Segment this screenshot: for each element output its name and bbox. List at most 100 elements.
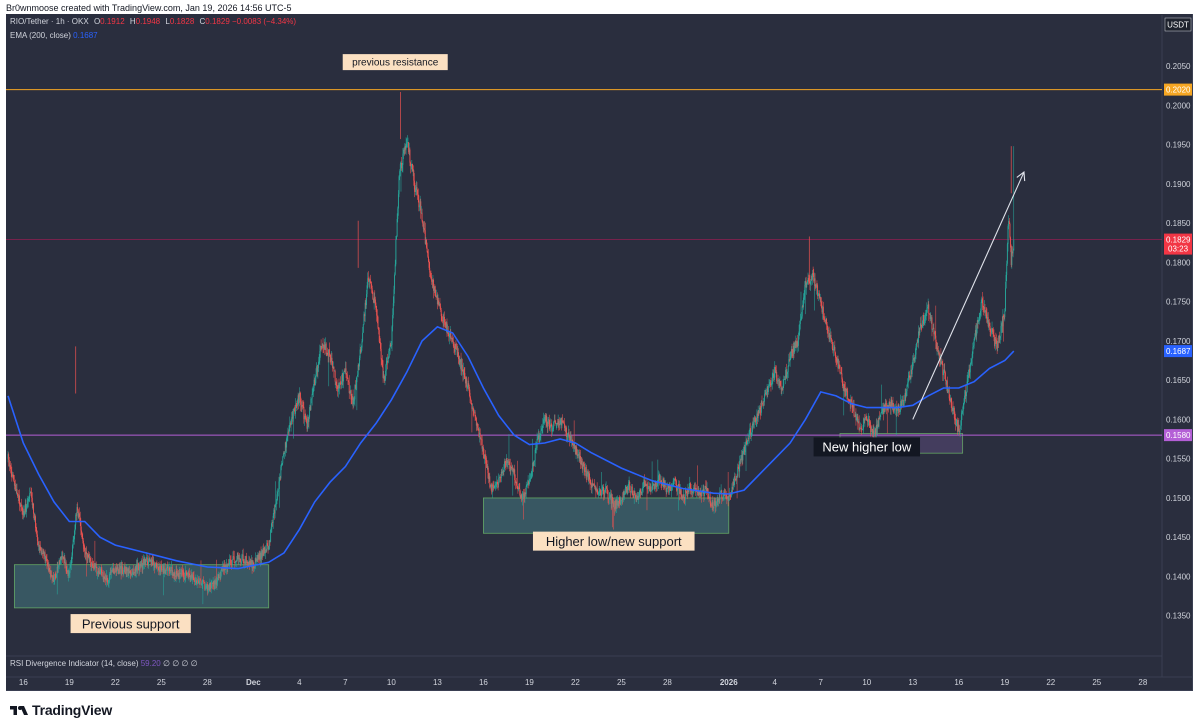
candle-body: [577, 454, 579, 457]
candle-body: [600, 490, 602, 496]
candle-body: [56, 574, 58, 578]
tradingview-logo-icon[interactable]: [8, 704, 30, 718]
candle-body: [901, 401, 903, 406]
candle-body: [462, 370, 464, 375]
candle-body: [412, 170, 414, 172]
candle: [426, 242, 428, 254]
ema-legend[interactable]: EMA (200, close) 0.1687: [10, 31, 98, 40]
candle-body: [357, 374, 358, 377]
candle: [408, 142, 410, 155]
candle-body: [47, 562, 49, 566]
candle-body: [758, 407, 760, 414]
candle-body: [40, 550, 42, 553]
candle: [228, 559, 230, 567]
candle-body: [225, 565, 227, 569]
candle-body: [318, 361, 319, 368]
candle: [183, 572, 185, 581]
candle: [284, 441, 286, 457]
candle: [368, 276, 370, 288]
candle-body: [1004, 288, 1006, 312]
candle-body: [711, 502, 713, 507]
candle-body: [741, 455, 743, 461]
candle-body: [272, 515, 274, 524]
candle: [86, 546, 88, 577]
candle: [470, 399, 472, 405]
candle: [202, 579, 204, 605]
candle: [814, 273, 816, 291]
candle: [919, 327, 921, 336]
candle-body: [24, 503, 26, 512]
candle: [294, 405, 296, 416]
candle: [886, 404, 888, 434]
y-tick-label: 0.1350: [1166, 612, 1191, 621]
candle-body: [116, 567, 118, 572]
candle: [193, 571, 195, 582]
candle-body: [706, 488, 708, 492]
candle: [334, 369, 336, 386]
candle-body: [369, 278, 371, 282]
candle: [532, 438, 534, 477]
candle: [565, 425, 567, 433]
candle-body: [435, 296, 437, 298]
candle-body: [437, 300, 439, 305]
candle: [399, 162, 401, 177]
ema-label: EMA (200, close): [10, 31, 71, 40]
candle-body: [294, 410, 296, 414]
candle-body: [594, 486, 596, 488]
candle: [573, 420, 575, 450]
candle: [881, 407, 883, 414]
candle-body: [210, 583, 212, 589]
candle-body: [256, 558, 258, 561]
symbol-legend[interactable]: RIO/Tether · 1h · OKX O0.1912 H0.1948 L0…: [10, 17, 296, 26]
candle-body: [231, 559, 233, 565]
candle: [812, 266, 814, 278]
candle: [332, 360, 334, 372]
candle-body: [993, 334, 995, 338]
candle-body: [489, 484, 491, 488]
candle-body: [629, 481, 631, 492]
candle-body: [802, 306, 804, 308]
candle: [788, 353, 790, 367]
candle-body: [575, 447, 577, 455]
candle-body: [84, 548, 86, 552]
candle-body: [953, 408, 955, 419]
candle: [27, 496, 29, 508]
candle: [824, 319, 826, 324]
candle: [923, 312, 925, 326]
candle: [822, 305, 824, 320]
candle: [143, 554, 144, 570]
candle-body: [750, 428, 751, 435]
candle-body: [77, 507, 79, 511]
candle: [176, 568, 178, 577]
high-value: 0.1948: [135, 17, 161, 26]
candle: [902, 395, 904, 406]
candle-body: [193, 576, 195, 581]
candle: [357, 370, 358, 377]
candle: [822, 301, 824, 320]
candle-body: [796, 341, 798, 347]
candle: [430, 270, 432, 280]
rsi-legend[interactable]: RSI Divergence Indicator (14, close) 59.…: [10, 659, 198, 668]
candle-body: [526, 485, 528, 486]
candle-body: [157, 565, 158, 567]
candle-body: [974, 330, 976, 338]
candle: [912, 353, 914, 367]
candle: [403, 147, 405, 156]
y-tick-label: 0.1750: [1166, 298, 1191, 307]
candle-body: [101, 569, 103, 573]
candle-body: [241, 555, 243, 562]
candle: [215, 559, 217, 589]
candle-body: [88, 554, 89, 557]
candle: [134, 568, 135, 576]
candle-body: [300, 396, 302, 405]
candle: [279, 473, 281, 508]
candle: [210, 580, 212, 594]
candle-body: [162, 566, 164, 570]
candle: [173, 571, 174, 579]
candle: [935, 305, 937, 350]
candle: [107, 580, 109, 587]
candle: [716, 501, 718, 508]
tradingview-brand[interactable]: TradingView: [32, 702, 113, 718]
candle: [206, 583, 208, 589]
